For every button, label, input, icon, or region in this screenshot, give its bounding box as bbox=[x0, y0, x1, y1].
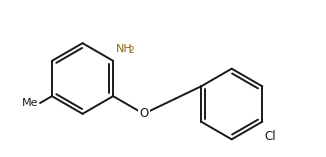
Text: Cl: Cl bbox=[264, 130, 276, 143]
Text: Me: Me bbox=[22, 98, 38, 108]
Text: NH: NH bbox=[116, 44, 133, 54]
Text: O: O bbox=[139, 107, 148, 120]
Text: 2: 2 bbox=[128, 46, 134, 55]
